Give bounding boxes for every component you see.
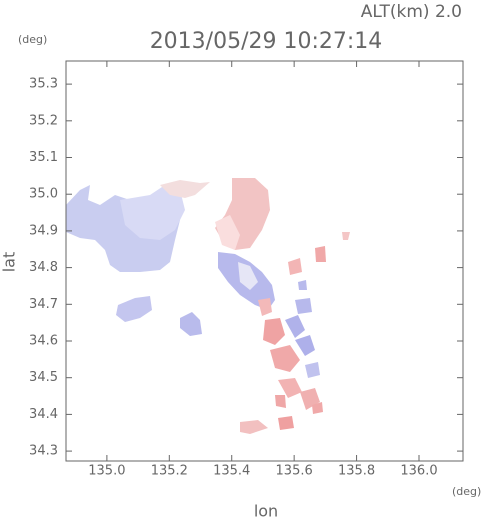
x-unit: (deg) xyxy=(452,485,481,498)
x-tick-label: 135.2 xyxy=(151,464,188,479)
y-tick-label: 35.1 xyxy=(29,150,58,165)
altitude-label: ALT(km) 2.0 xyxy=(361,2,462,22)
y-tick-label: 35.3 xyxy=(29,77,58,92)
y-tick-label: 34.8 xyxy=(29,260,58,275)
y-axis-label: lat xyxy=(0,252,19,273)
x-tick-label: 135.0 xyxy=(88,464,125,479)
plot-frame xyxy=(65,60,464,462)
y-tick-label: 34.6 xyxy=(29,334,58,349)
y-tick-label: 35.2 xyxy=(29,113,58,128)
echo-field xyxy=(66,178,350,434)
chart-title: 2013/05/29 10:27:14 xyxy=(150,29,383,54)
x-tick-label: 136.0 xyxy=(400,464,437,479)
x-tick-label: 135.4 xyxy=(213,464,250,479)
y-unit: (deg) xyxy=(18,33,47,46)
y-tick-label: 35.0 xyxy=(29,187,58,202)
y-tick-label: 34.4 xyxy=(29,407,58,422)
y-tick-label: 34.5 xyxy=(29,370,58,385)
y-tick-label: 34.3 xyxy=(29,444,58,459)
y-tick-label: 34.9 xyxy=(29,223,58,238)
x-tick-label: 135.8 xyxy=(338,464,375,479)
x-axis-label: lon xyxy=(254,502,278,521)
x-tick-label: 135.6 xyxy=(276,464,313,479)
y-tick-label: 34.7 xyxy=(29,297,58,312)
